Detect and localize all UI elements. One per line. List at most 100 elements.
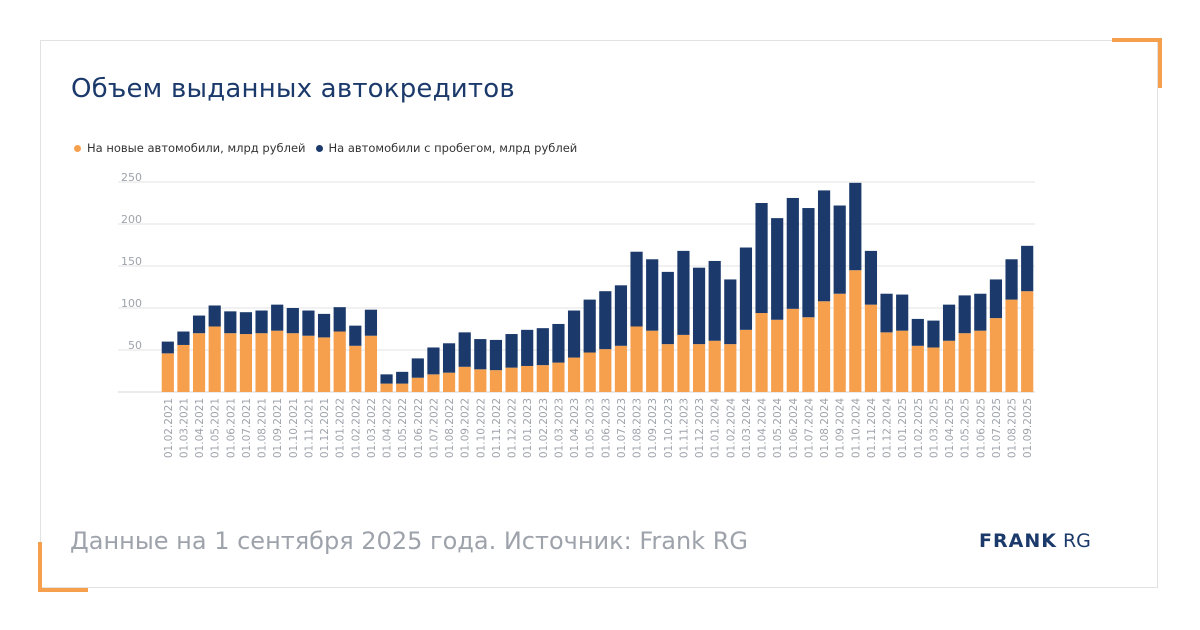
bar-used — [567, 310, 581, 358]
bar-used — [708, 260, 721, 341]
x-tick-label: 01.12.2021 — [319, 398, 331, 458]
x-tick-label: 01.03.2022 — [366, 398, 378, 458]
bar-used — [271, 304, 284, 331]
bar-used — [521, 329, 534, 366]
bar-used — [380, 374, 393, 384]
bar-new — [552, 362, 565, 392]
bar-used — [849, 182, 862, 271]
bar-new — [692, 344, 706, 392]
x-tick-label: 01.11.2021 — [303, 398, 315, 458]
bar-used — [427, 347, 440, 375]
x-tick-label: 01.01.2025 — [897, 398, 909, 458]
y-tick-label: 100 — [121, 297, 142, 310]
x-tick-label: 01.01.2023 — [522, 398, 534, 458]
bar-used — [317, 313, 331, 338]
bar-used — [817, 190, 831, 302]
bar-new — [567, 357, 581, 392]
x-tick-label: 01.08.2021 — [257, 398, 269, 458]
bar-used — [896, 294, 909, 331]
bar-new — [286, 333, 299, 392]
bar-used — [208, 305, 221, 327]
bar-new — [583, 352, 596, 392]
bar-used — [177, 331, 190, 345]
x-tick-label: 01.09.2022 — [460, 398, 472, 458]
bar-new — [192, 333, 206, 392]
bar-new — [489, 370, 503, 392]
bar-used — [927, 320, 940, 348]
x-tick-label: 01.03.2025 — [928, 398, 940, 458]
x-tick-label: 01.12.2022 — [507, 398, 519, 458]
x-tick-label: 01.06.2024 — [788, 398, 800, 458]
bar-used — [833, 205, 846, 294]
x-tick-label: 01.10.2022 — [475, 398, 487, 458]
bar-used — [255, 310, 268, 334]
x-tick-label: 01.11.2024 — [866, 398, 878, 458]
legend-dot-used-icon — [315, 144, 323, 152]
logo-text-light: RG — [1062, 530, 1091, 552]
bar-new — [786, 308, 799, 392]
bar-new — [161, 353, 174, 392]
x-tick-label: 01.07.2022 — [428, 398, 440, 458]
y-tick-label: 150 — [121, 255, 142, 268]
x-tick-label: 01.02.2022 — [350, 398, 362, 458]
x-tick-label: 01.03.2024 — [741, 398, 753, 458]
x-tick-label: 01.08.2023 — [632, 398, 644, 458]
bar-new — [255, 333, 268, 392]
bar-new — [224, 333, 237, 392]
x-tick-label: 01.03.2023 — [553, 398, 565, 458]
bar-new — [177, 344, 190, 392]
x-tick-label: 01.05.2022 — [397, 398, 409, 458]
x-tick-label: 01.09.2024 — [835, 398, 847, 458]
x-tick-label: 01.10.2024 — [850, 398, 862, 458]
bar-new — [927, 347, 940, 392]
bar-used — [614, 285, 628, 346]
bar-new — [708, 340, 721, 392]
x-tick-label: 01.04.2021 — [194, 398, 206, 458]
frank-rg-logo: FRANK RG — [979, 530, 1091, 552]
bar-used — [724, 279, 737, 345]
bar-new — [817, 301, 831, 392]
bar-new — [958, 333, 971, 392]
bar-used — [536, 328, 549, 366]
corner-accent-bottom-horizontal — [38, 588, 88, 592]
bar-used — [552, 323, 565, 363]
x-tick-label: 01.08.2024 — [819, 398, 831, 458]
bar-new — [661, 344, 674, 392]
bar-new — [989, 318, 1003, 392]
x-tick-label: 01.07.2024 — [803, 398, 815, 458]
bar-used — [333, 307, 346, 332]
x-tick-label: 01.10.2023 — [663, 398, 675, 458]
y-tick-label: 50 — [128, 339, 142, 352]
legend-label-new: На новые автомобили, млрд рублей — [87, 141, 306, 155]
legend-item-used: На автомобили с пробегом, млрд рублей — [315, 141, 577, 155]
source-note: Данные на 1 сентября 2025 года. Источник… — [70, 527, 748, 555]
bar-used — [239, 312, 253, 335]
x-tick-label: 01.02.2024 — [725, 398, 737, 458]
x-tick-label: 01.06.2025 — [975, 398, 987, 458]
bar-used — [224, 311, 237, 334]
bar-new — [880, 332, 893, 392]
bar-new — [349, 345, 362, 392]
bar-used — [1021, 245, 1034, 292]
x-tick-label: 01.01.2022 — [335, 398, 347, 458]
x-tick-label: 01.08.2022 — [444, 398, 456, 458]
corner-accent-bottom-vertical — [38, 542, 42, 592]
y-tick-label: 200 — [121, 213, 142, 226]
x-tick-label: 01.06.2021 — [225, 398, 237, 458]
bar-new — [724, 344, 737, 392]
x-tick-label: 01.06.2022 — [413, 398, 425, 458]
legend-item-new: На новые автомобили, млрд рублей — [74, 141, 306, 155]
x-tick-label: 01.02.2021 — [163, 398, 175, 458]
bar-used — [192, 315, 206, 334]
bar-new — [833, 293, 846, 392]
bar-new — [802, 317, 815, 392]
bar-new — [239, 334, 253, 392]
bar-new — [458, 366, 471, 392]
x-tick-label: 01.09.2023 — [647, 398, 659, 458]
x-tick-label: 01.11.2022 — [491, 398, 503, 458]
x-tick-label: 01.05.2025 — [960, 398, 972, 458]
legend-dot-new-icon — [74, 144, 81, 152]
x-tick-label: 01.12.2023 — [694, 398, 706, 458]
bar-new — [974, 330, 987, 392]
